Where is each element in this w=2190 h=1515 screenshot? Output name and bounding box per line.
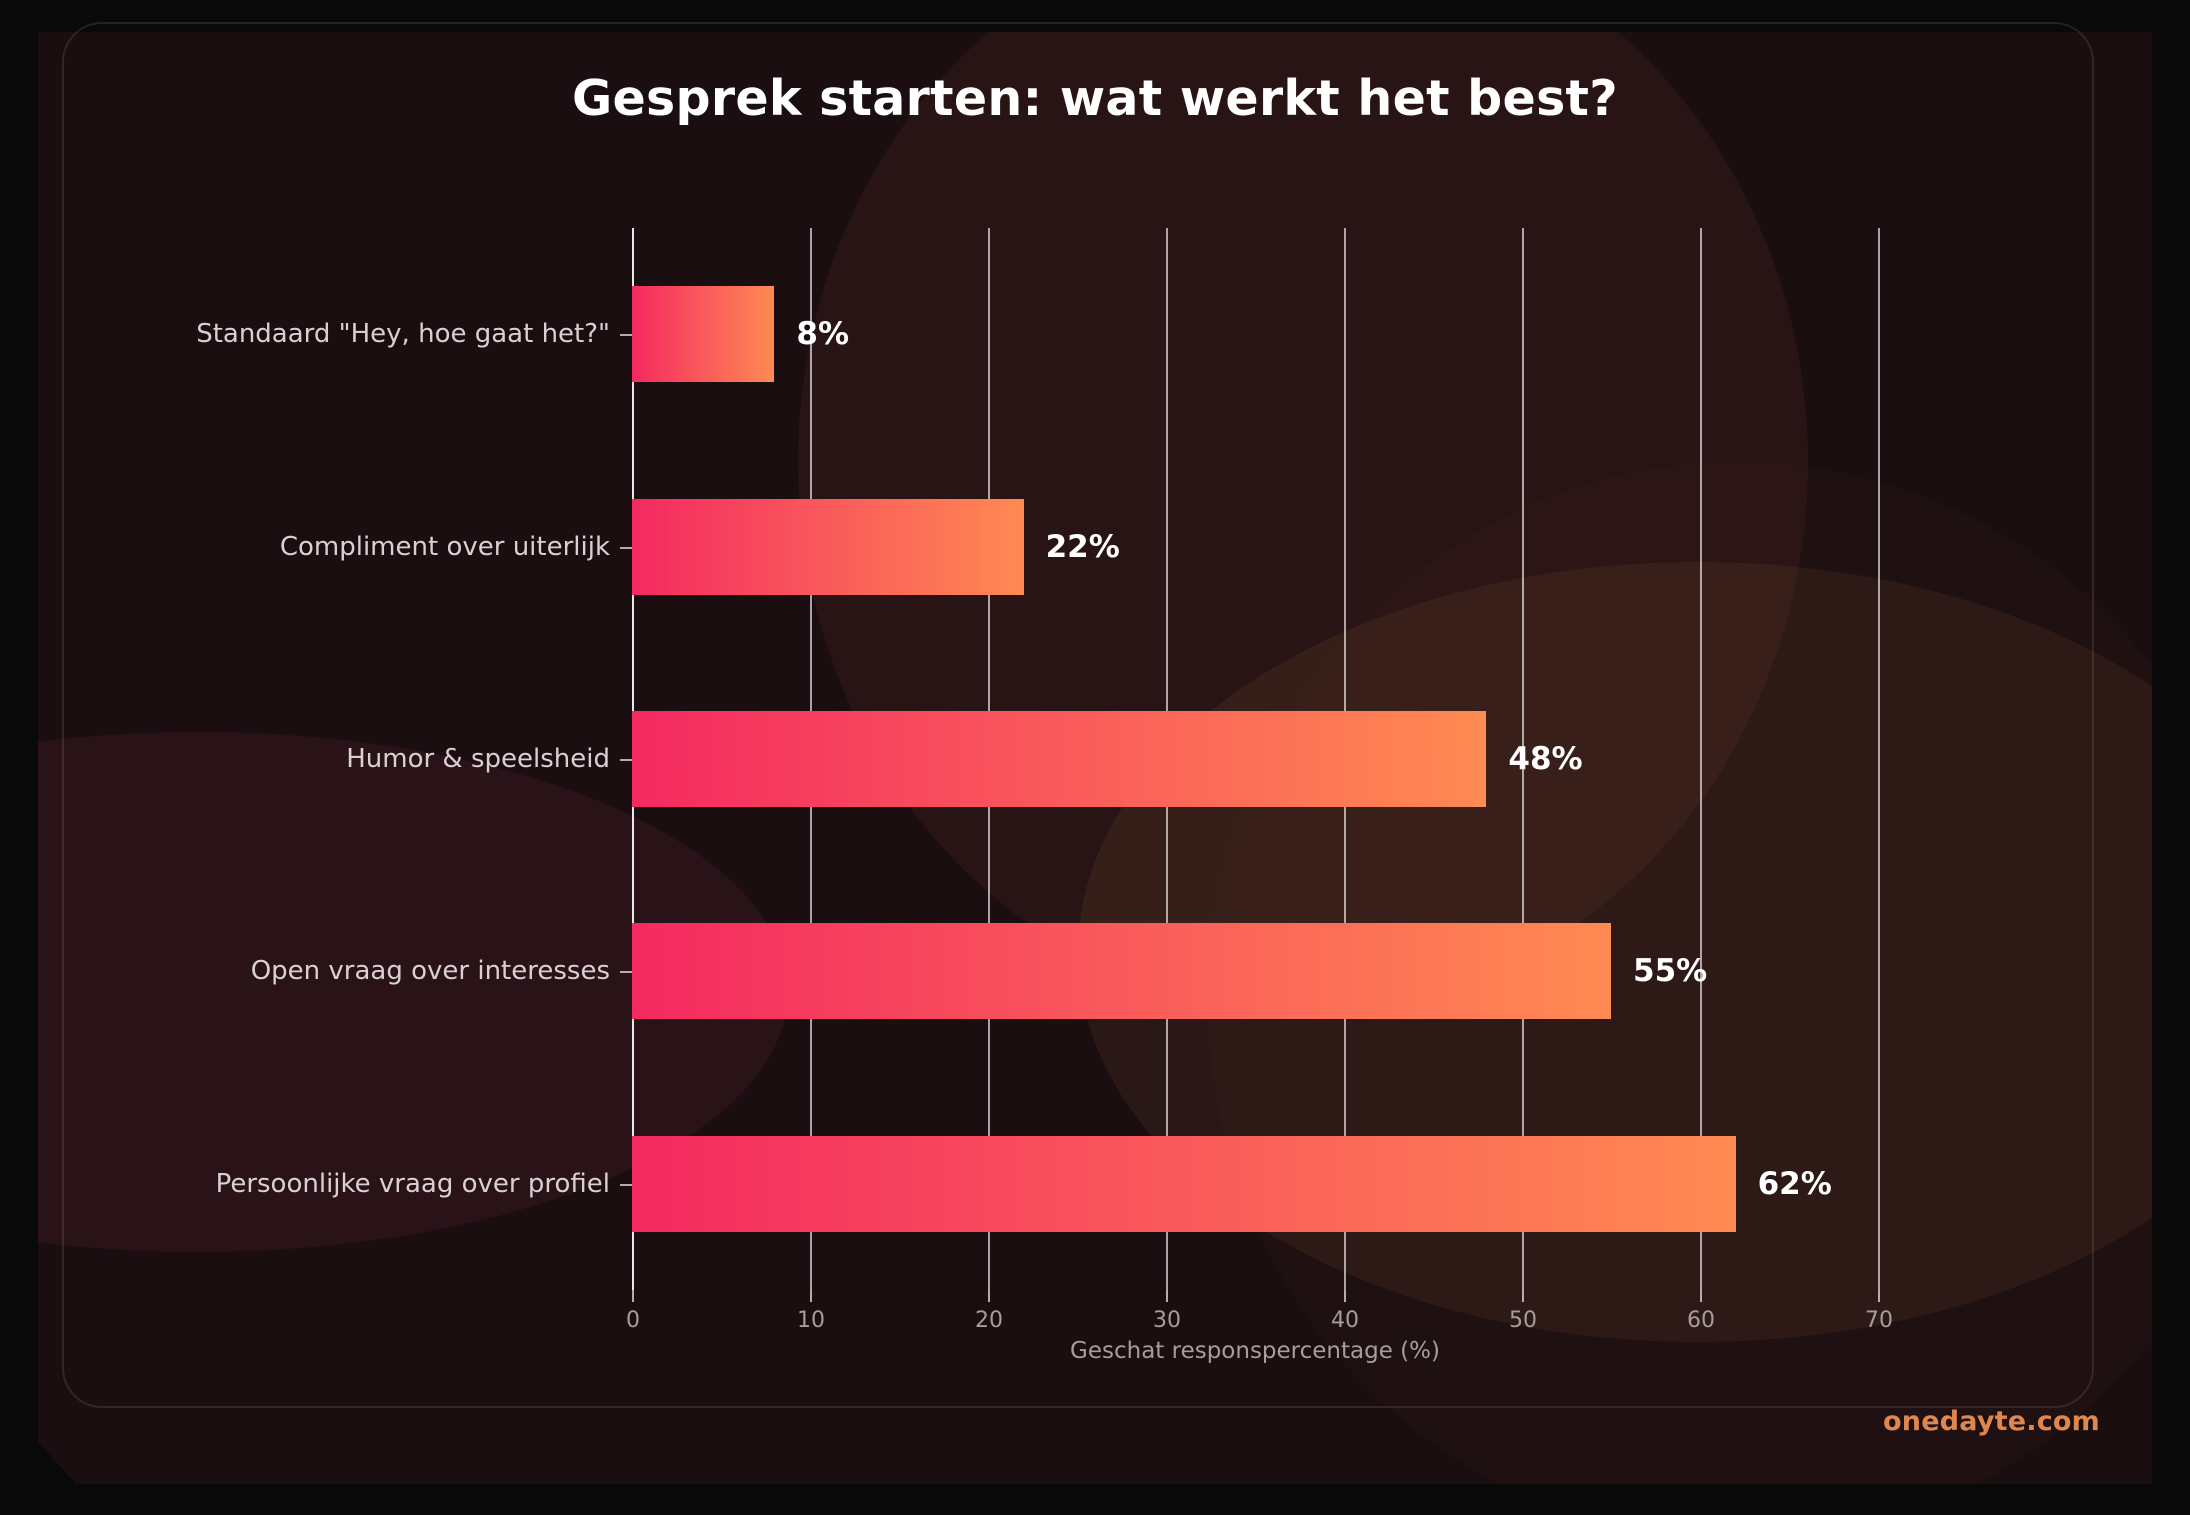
watermark: onedayte.com — [1883, 1406, 2100, 1437]
tick-mark-40 — [1344, 1290, 1346, 1302]
category-tick-mark — [620, 334, 632, 337]
plot-area: 0 10 20 30 40 50 60 70 8% Standaard "Hey, hoe ga… — [196, 228, 1893, 1333]
bar-value-label: 48% — [1508, 741, 1583, 777]
tick-mark-20 — [988, 1290, 990, 1302]
category-label: Compliment over uiterlijk — [279, 531, 610, 562]
category-label: Open vraag over interesses — [250, 956, 610, 987]
gridline-70 — [1878, 228, 1880, 1290]
bar[interactable] — [632, 711, 1487, 807]
bar[interactable] — [632, 498, 1024, 595]
category-label: Humor & speelsheid — [346, 744, 610, 774]
bar[interactable] — [632, 1135, 1736, 1232]
tick-mark-0 — [632, 1290, 634, 1302]
gridline-50 — [1522, 228, 1524, 1290]
x-tick-label: 10 — [797, 1308, 825, 1333]
x-tick-label: 50 — [1509, 1308, 1537, 1333]
category-label: Persoonlijke vraag over profiel — [215, 1168, 610, 1199]
bar-value-label: 55% — [1633, 953, 1708, 990]
x-tick-label: 70 — [1865, 1308, 1893, 1333]
tick-mark-50 — [1522, 1290, 1524, 1302]
x-tick-label: 40 — [1331, 1308, 1359, 1333]
tick-mark-60 — [1700, 1290, 1702, 1302]
bar[interactable] — [632, 923, 1611, 1020]
x-tick-label: 0 — [626, 1308, 640, 1333]
bar-value-label: 8% — [796, 316, 850, 353]
x-tick-label: 30 — [1153, 1308, 1181, 1333]
bar-value-label: 22% — [1045, 528, 1120, 565]
chart-title: Gesprek starten: wat werkt het best? — [571, 70, 1619, 127]
gridline-60 — [1700, 228, 1702, 1290]
x-axis-title: Geschat responspercentage (%) — [1070, 1338, 1440, 1364]
bar-value-label: 62% — [1757, 1165, 1832, 1202]
tick-mark-30 — [1166, 1290, 1168, 1302]
tick-mark-10 — [810, 1290, 812, 1302]
category-label: Standaard "Hey, hoe gaat het?" — [196, 319, 610, 350]
category-tick-mark — [620, 759, 632, 761]
bar[interactable] — [632, 286, 775, 383]
x-tick-label: 60 — [1687, 1308, 1715, 1333]
x-tick-label: 20 — [975, 1308, 1003, 1333]
category-tick-mark — [620, 546, 632, 549]
category-tick-mark — [620, 1183, 632, 1186]
category-tick-mark — [620, 971, 632, 974]
tick-mark-70 — [1878, 1290, 1880, 1302]
